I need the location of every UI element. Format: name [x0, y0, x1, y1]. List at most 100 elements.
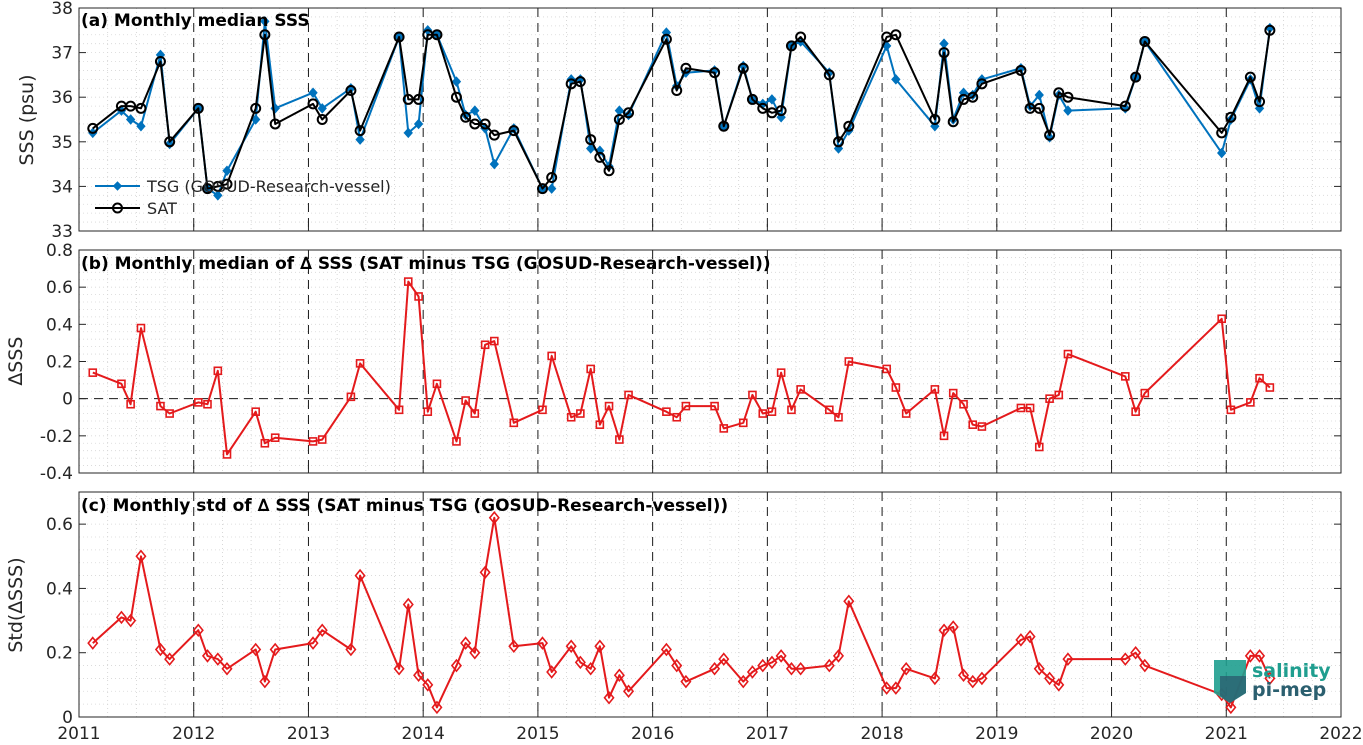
data-point: [938, 623, 950, 637]
data-point: [546, 665, 558, 679]
data-point: [213, 366, 223, 376]
data-point: [832, 649, 845, 663]
y-tick-label: -0.2: [40, 427, 73, 447]
data-point: [1033, 662, 1045, 676]
data-point: [165, 409, 174, 418]
data-point: [976, 671, 988, 686]
panel-b-y-axis-label: ∆SSS: [5, 337, 27, 387]
panel-b-title: (b) Monthly median of ∆ SSS (SAT minus T…: [81, 254, 771, 274]
data-point: [259, 674, 271, 689]
y-tick-label: 0.2: [46, 353, 73, 373]
data-point: [1044, 129, 1056, 141]
data-point: [1254, 649, 1266, 663]
data-point: [785, 40, 797, 52]
data-point: [250, 102, 262, 114]
data-point: [1015, 633, 1027, 647]
data-point: [718, 120, 730, 132]
data-point: [585, 134, 597, 146]
data-point: [490, 336, 499, 346]
data-point: [680, 674, 692, 689]
data-point: [164, 136, 176, 148]
data-point: [758, 409, 768, 418]
data-point: [413, 118, 424, 130]
data-point: [1254, 96, 1266, 108]
data-point: [452, 437, 461, 446]
logo-mark-shade: [1220, 676, 1246, 703]
data-point: [977, 422, 987, 431]
data-point: [260, 16, 270, 27]
data-point: [709, 662, 721, 676]
data-point: [948, 388, 958, 398]
data-point: [565, 639, 577, 654]
series-line: [92, 30, 1271, 190]
data-point: [221, 662, 233, 676]
data-point: [469, 118, 481, 130]
data-point: [891, 74, 901, 85]
data-point: [480, 340, 490, 350]
data-point: [431, 29, 443, 41]
data-point: [402, 597, 414, 612]
data-point: [393, 31, 405, 43]
data-point: [775, 649, 787, 663]
data-point: [508, 639, 520, 654]
y-tick-label: 35: [51, 133, 73, 153]
data-point: [136, 323, 146, 333]
data-point: [710, 401, 719, 411]
data-point: [613, 668, 625, 682]
data-point: [574, 655, 586, 670]
data-point: [222, 450, 232, 459]
panel-c-y-ticks: 0 0.2 0.4 0.6: [46, 515, 1342, 728]
data-point: [795, 31, 807, 43]
data-point: [767, 94, 777, 105]
data-point: [460, 111, 472, 123]
data-point: [746, 93, 758, 105]
data-point: [1015, 64, 1027, 76]
data-point: [1244, 649, 1256, 663]
data-point: [117, 379, 126, 389]
data-point: [432, 379, 442, 389]
data-point: [576, 409, 585, 418]
data-point: [1025, 403, 1035, 413]
data-point: [508, 125, 520, 137]
y-tick-label: 38: [51, 0, 73, 19]
data-point: [881, 681, 893, 695]
data-point: [317, 103, 327, 114]
data-point: [748, 390, 757, 400]
data-point: [192, 623, 204, 637]
data-point: [882, 364, 891, 374]
data-point: [623, 684, 635, 699]
data-point: [125, 613, 137, 628]
data-point: [479, 565, 491, 580]
data-point: [1265, 383, 1275, 392]
data-point: [586, 143, 596, 154]
panel-c-std-delta-sss: 00.20.40.6 2011 2012 2013 2014 2015 2016 2017 2…: [5, 491, 1363, 744]
data-point: [1217, 147, 1227, 159]
panel-b-background: [79, 250, 1341, 473]
data-point: [538, 405, 547, 415]
data-point: [594, 639, 606, 654]
data-point: [269, 642, 281, 657]
data-point: [930, 385, 940, 394]
y-tick-label: 34: [51, 177, 73, 197]
data-point: [586, 364, 595, 374]
panel-c-frame: [78, 491, 1342, 718]
data-point: [450, 91, 462, 103]
data-point: [1024, 629, 1036, 644]
data-point: [1225, 700, 1237, 715]
data-point: [479, 118, 491, 130]
data-point: [939, 431, 949, 441]
data-point: [547, 351, 556, 361]
data-point: [270, 433, 280, 442]
data-point: [709, 67, 721, 79]
data-point: [402, 93, 414, 105]
y-tick-label: 0.8: [46, 241, 73, 261]
data-point: [431, 700, 443, 715]
data-point: [192, 102, 204, 114]
data-point: [488, 129, 500, 141]
y-tick-label: 0: [62, 708, 73, 728]
data-point: [547, 183, 557, 194]
data-point: [1246, 398, 1255, 407]
y-tick-label: 0.4: [46, 579, 73, 599]
data-point: [766, 655, 778, 670]
